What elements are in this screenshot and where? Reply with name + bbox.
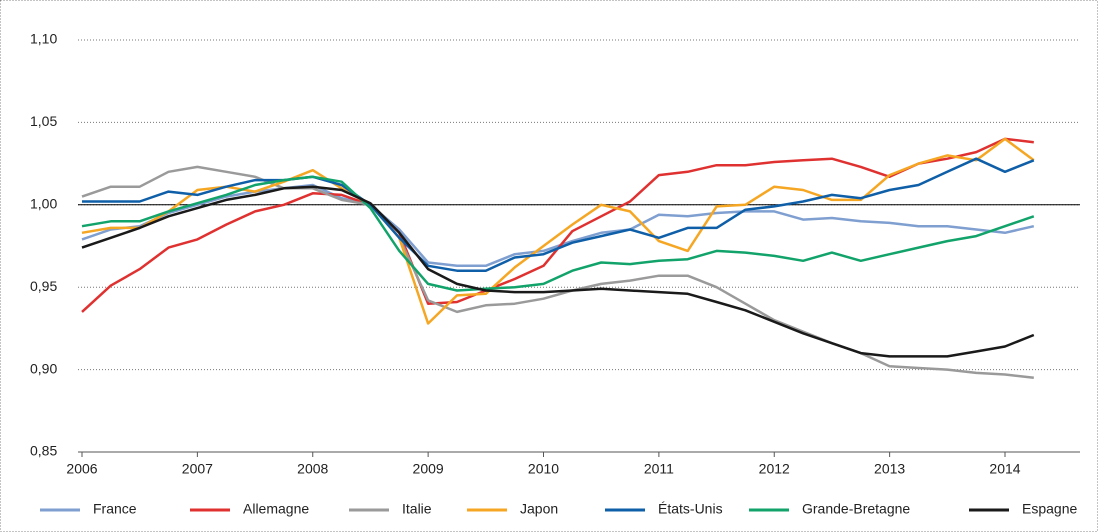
y-tick-label: 1,05	[30, 113, 57, 129]
series-line	[82, 157, 1035, 272]
legend-label: Espagne	[1022, 501, 1077, 517]
x-tick-label: 2006	[66, 461, 97, 477]
x-tick-label: 2014	[989, 461, 1020, 477]
legend-label: Japon	[520, 501, 558, 517]
legend-label: France	[93, 501, 137, 517]
legend-label: Grande-Bretagne	[802, 501, 910, 517]
x-tick-label: 2007	[182, 461, 213, 477]
y-tick-label: 0,90	[30, 360, 57, 376]
x-tick-label: 2008	[297, 461, 328, 477]
series-line	[81, 175, 1035, 292]
x-tick-label: 2010	[528, 461, 559, 477]
series-line	[81, 165, 1034, 380]
x-tick-label: 2012	[759, 461, 790, 477]
legend-label: États-Unis	[658, 501, 723, 517]
y-tick-label: 1,10	[30, 31, 57, 47]
x-tick-label: 2011	[644, 461, 674, 477]
y-tick-label: 1,00	[30, 196, 57, 212]
legend-label: Allemagne	[243, 501, 309, 517]
series-line	[81, 185, 1035, 358]
x-tick-label: 2009	[413, 461, 444, 477]
y-tick-label: 0,95	[30, 278, 57, 294]
x-tick-label: 2013	[874, 461, 905, 477]
legend-label: Italie	[402, 501, 432, 517]
series-line	[81, 137, 1034, 313]
y-tick-label: 0,85	[30, 443, 57, 459]
series-line	[81, 183, 1035, 268]
